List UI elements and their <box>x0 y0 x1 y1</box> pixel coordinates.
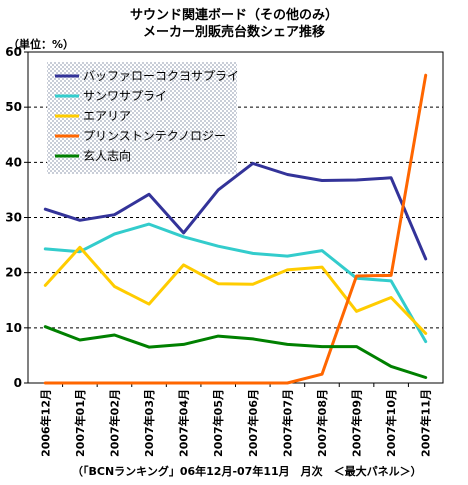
x-tick-label: 2007年02月 <box>107 389 121 457</box>
y-tick-label: 20 <box>5 266 22 280</box>
chart-title-line2: メーカー別販売台数シェア推移 <box>142 25 325 40</box>
y-tick-label: 10 <box>5 321 22 335</box>
legend-label: サンワサプライ <box>83 89 167 103</box>
legend-label: プリンストンテクノロジー <box>83 129 226 143</box>
x-tick-label: 2006年12月 <box>38 389 52 457</box>
x-tick-label: 2007年09月 <box>350 389 364 457</box>
y-tick-label: 40 <box>5 155 22 169</box>
x-tick-label: 2007年06月 <box>246 389 260 457</box>
source-note: （「BCNランキング」06年12月-07年11月 月次 ＜最大パネル＞） <box>72 465 422 478</box>
x-tick-label: 2007年07月 <box>280 389 294 457</box>
x-tick-label: 2007年04月 <box>177 389 191 457</box>
series-line-3 <box>43 73 428 385</box>
series-line-0 <box>43 161 428 261</box>
y-tick-label: 60 <box>5 45 22 59</box>
y-tick-label: 0 <box>14 376 22 390</box>
chart-title-line1: サウンド関連ボード（その他のみ） <box>129 8 338 23</box>
legend-label: バッファローコクヨサプライ <box>83 69 239 83</box>
x-tick-label: 2007年11月 <box>419 389 433 457</box>
series-line-4 <box>43 325 428 379</box>
x-tick-label: 2007年05月 <box>211 389 225 457</box>
x-tick-label: 2007年03月 <box>142 389 156 457</box>
y-tick-label: 30 <box>5 211 22 225</box>
x-tick-label: 2007年08月 <box>315 389 329 457</box>
x-tick-label: 2007年01月 <box>73 389 87 457</box>
x-tick-label: 2007年10月 <box>384 389 398 457</box>
series-line-1 <box>43 222 428 344</box>
series-line-2 <box>43 245 428 335</box>
legend-label: エアリア <box>83 109 131 123</box>
y-tick-label: 50 <box>5 100 22 114</box>
y-axis-unit-label: （単位：%） <box>8 38 75 51</box>
legend-label: 玄人志向 <box>83 148 131 163</box>
